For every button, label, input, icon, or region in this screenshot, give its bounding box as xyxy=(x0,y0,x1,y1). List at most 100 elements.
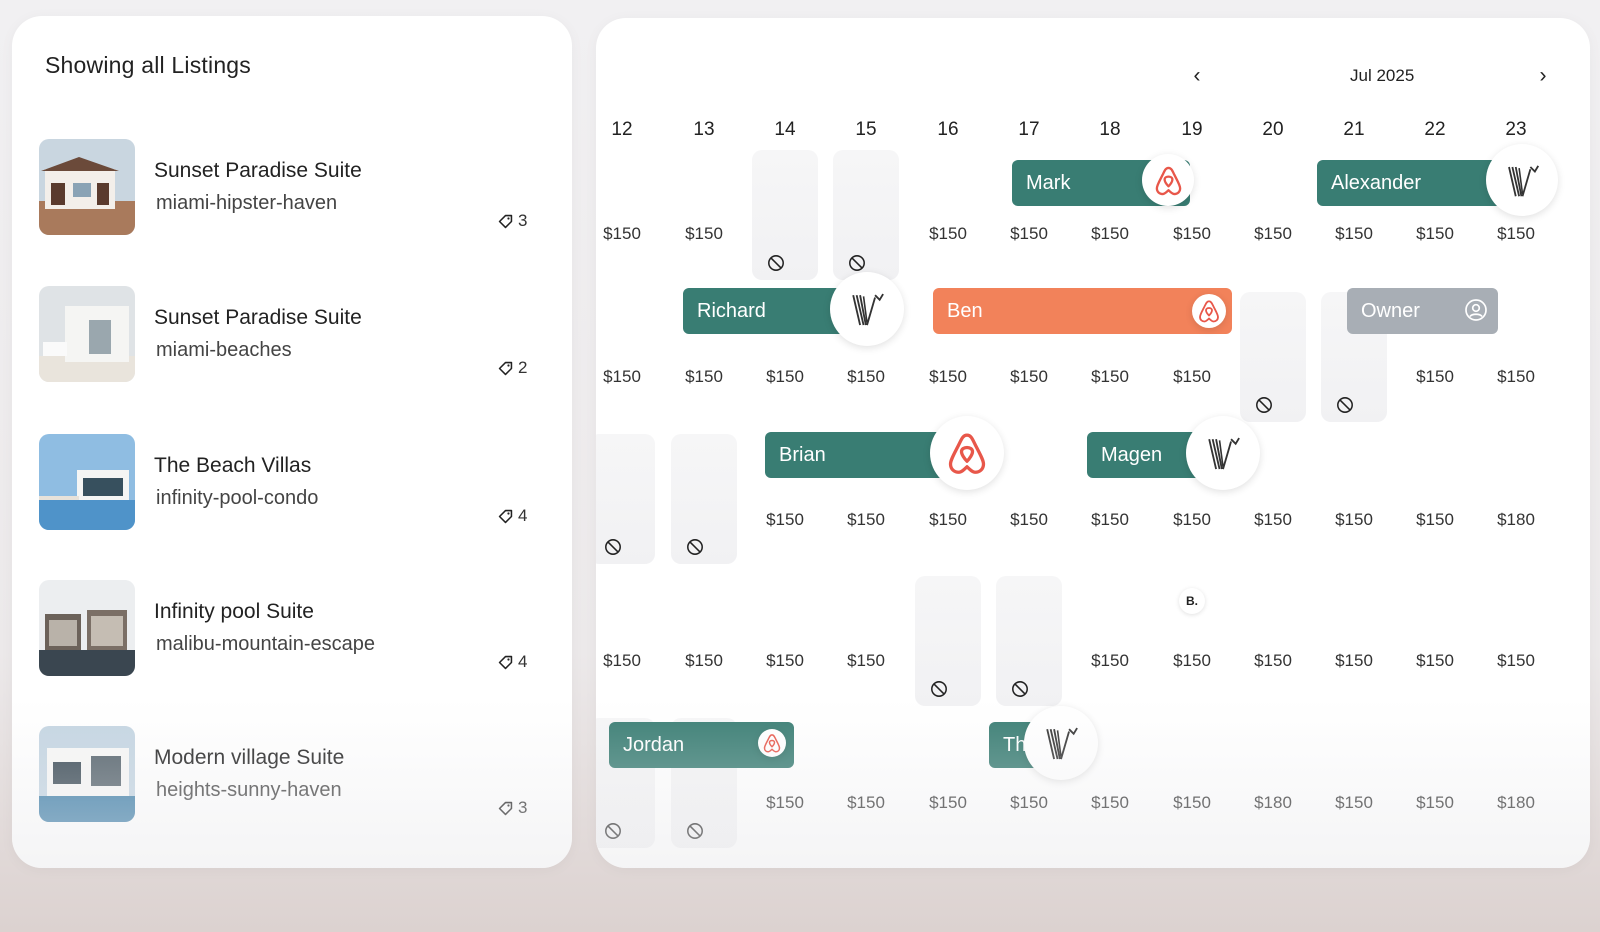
price-cell[interactable]: $180 xyxy=(1254,793,1292,812)
vrbo-icon xyxy=(1186,416,1260,490)
guest-name: Brian xyxy=(779,443,826,466)
price-cell[interactable]: $150 xyxy=(1091,793,1129,812)
guest-name: Ben xyxy=(947,299,983,322)
listing-thumbnail xyxy=(39,726,135,822)
listing-thumbnail xyxy=(39,139,135,235)
price-cell[interactable]: $150 xyxy=(1010,367,1048,386)
price-cell[interactable]: $150 xyxy=(847,510,885,529)
price-cell[interactable]: $150 xyxy=(1010,224,1048,243)
blocked-cell[interactable] xyxy=(1240,292,1306,422)
price-cell[interactable]: $150 xyxy=(1173,224,1211,243)
guest-name: Alexander xyxy=(1331,171,1422,194)
guest-name: Magen xyxy=(1101,443,1163,466)
price-cell[interactable]: $150 xyxy=(929,793,967,812)
price-cell[interactable]: $150 xyxy=(1173,510,1211,529)
tag-count: 3 xyxy=(497,211,527,231)
day-header: 14 xyxy=(774,119,796,140)
listing-item[interactable]: Sunset Paradise Suite miami-beaches 2 xyxy=(12,286,572,436)
blocked-icon xyxy=(848,254,866,272)
prev-month-button[interactable]: ‹ xyxy=(1193,64,1201,87)
price-cell[interactable]: $150 xyxy=(929,367,967,386)
guest-name: Owner xyxy=(1361,299,1420,322)
next-month-button[interactable]: › xyxy=(1539,64,1547,87)
price-cell[interactable]: $150 xyxy=(847,651,885,670)
price-cell[interactable]: $150 xyxy=(1416,367,1454,386)
tag-icon xyxy=(498,214,513,228)
price-cell[interactable]: $150 xyxy=(929,510,967,529)
price-cell[interactable]: $150 xyxy=(1010,793,1048,812)
listing-name: The Beach Villas xyxy=(154,454,312,477)
blocked-cell[interactable] xyxy=(752,150,818,280)
price-cell[interactable]: $150 xyxy=(766,793,804,812)
booking-richard[interactable]: Richard xyxy=(683,288,859,334)
price-cell[interactable]: $150 xyxy=(1254,510,1292,529)
blocked-cell[interactable] xyxy=(915,576,981,706)
airbnb-icon xyxy=(930,416,1004,490)
price-cell[interactable]: $150 xyxy=(1091,510,1129,529)
price-cell[interactable]: $150 xyxy=(685,651,723,670)
price-cell[interactable]: $180 xyxy=(1497,793,1535,812)
price-cell[interactable]: $150 xyxy=(603,651,641,670)
price-cell[interactable]: $150 xyxy=(847,367,885,386)
price-cell[interactable]: $150 xyxy=(1416,510,1454,529)
price-cell[interactable]: $150 xyxy=(1335,793,1373,812)
price-cell[interactable]: $150 xyxy=(1173,367,1211,386)
day-header: 19 xyxy=(1181,119,1203,140)
booking-owner[interactable]: Owner xyxy=(1347,288,1498,334)
price-cell[interactable]: $150 xyxy=(603,224,641,243)
blocked-icon xyxy=(767,254,785,272)
listing-item[interactable]: Sunset Paradise Suite miami-hipster-have… xyxy=(12,139,572,289)
price-cell[interactable]: $150 xyxy=(1254,224,1292,243)
blocked-cell[interactable] xyxy=(596,434,655,564)
price-cell[interactable]: $150 xyxy=(929,224,967,243)
listing-name: Sunset Paradise Suite xyxy=(154,306,362,329)
price-cell[interactable]: $150 xyxy=(1173,651,1211,670)
price-cell[interactable]: $150 xyxy=(1091,367,1129,386)
listing-name: Sunset Paradise Suite xyxy=(154,159,362,182)
owner-icon xyxy=(1464,298,1488,328)
tag-icon xyxy=(498,655,513,669)
listing-slug: infinity-pool-condo xyxy=(156,487,319,509)
price-cell[interactable]: $150 xyxy=(1416,224,1454,243)
price-cell[interactable]: $150 xyxy=(766,367,804,386)
price-cell[interactable]: $150 xyxy=(1497,224,1535,243)
listing-thumbnail xyxy=(39,434,135,530)
listing-item[interactable]: The Beach Villas infinity-pool-condo 4 xyxy=(12,434,572,584)
price-cell[interactable]: $150 xyxy=(1010,510,1048,529)
price-cell[interactable]: $150 xyxy=(1497,367,1535,386)
price-cell[interactable]: $150 xyxy=(1254,651,1292,670)
listing-name: Modern village Suite xyxy=(154,746,345,769)
price-cell[interactable]: $150 xyxy=(603,367,641,386)
blocked-icon xyxy=(604,822,622,840)
blocked-cell[interactable] xyxy=(671,434,737,564)
price-cell[interactable]: $150 xyxy=(1335,224,1373,243)
price-cell[interactable]: $150 xyxy=(685,224,723,243)
price-cell[interactable]: $150 xyxy=(1091,651,1129,670)
blocked-icon xyxy=(930,680,948,698)
price-cell[interactable]: $150 xyxy=(1335,510,1373,529)
listing-item[interactable]: Infinity pool Suite malibu-mountain-esca… xyxy=(12,580,572,730)
price-cell[interactable]: $150 xyxy=(685,367,723,386)
listing-item[interactable]: Modern village Suite heights-sunny-haven… xyxy=(12,726,572,868)
price-cell[interactable]: $150 xyxy=(1335,651,1373,670)
price-cell[interactable]: $150 xyxy=(1173,793,1211,812)
tag-count: 2 xyxy=(497,358,527,378)
listings-panel: Showing all Listings Sunset Paradise Sui… xyxy=(12,16,572,868)
price-cell[interactable]: $150 xyxy=(1416,793,1454,812)
guest-name: Th xyxy=(1003,733,1027,756)
listing-thumbnail xyxy=(39,286,135,382)
booking-ben[interactable]: Ben xyxy=(933,288,1232,334)
price-cell[interactable]: $150 xyxy=(1497,651,1535,670)
price-cell[interactable]: $150 xyxy=(847,793,885,812)
booking-alexander[interactable]: Alexander xyxy=(1317,160,1517,206)
blocked-cell[interactable] xyxy=(833,150,899,280)
price-cell[interactable]: $150 xyxy=(1416,651,1454,670)
price-cell[interactable]: $150 xyxy=(766,510,804,529)
day-header: 21 xyxy=(1343,119,1365,140)
price-cell[interactable]: $150 xyxy=(1091,224,1129,243)
blocked-cell[interactable] xyxy=(996,576,1062,706)
booking-brian[interactable]: Brian xyxy=(765,432,961,478)
price-cell[interactable]: $180 xyxy=(1497,510,1535,529)
guest-name: Mark xyxy=(1026,171,1071,194)
price-cell[interactable]: $150 xyxy=(766,651,804,670)
